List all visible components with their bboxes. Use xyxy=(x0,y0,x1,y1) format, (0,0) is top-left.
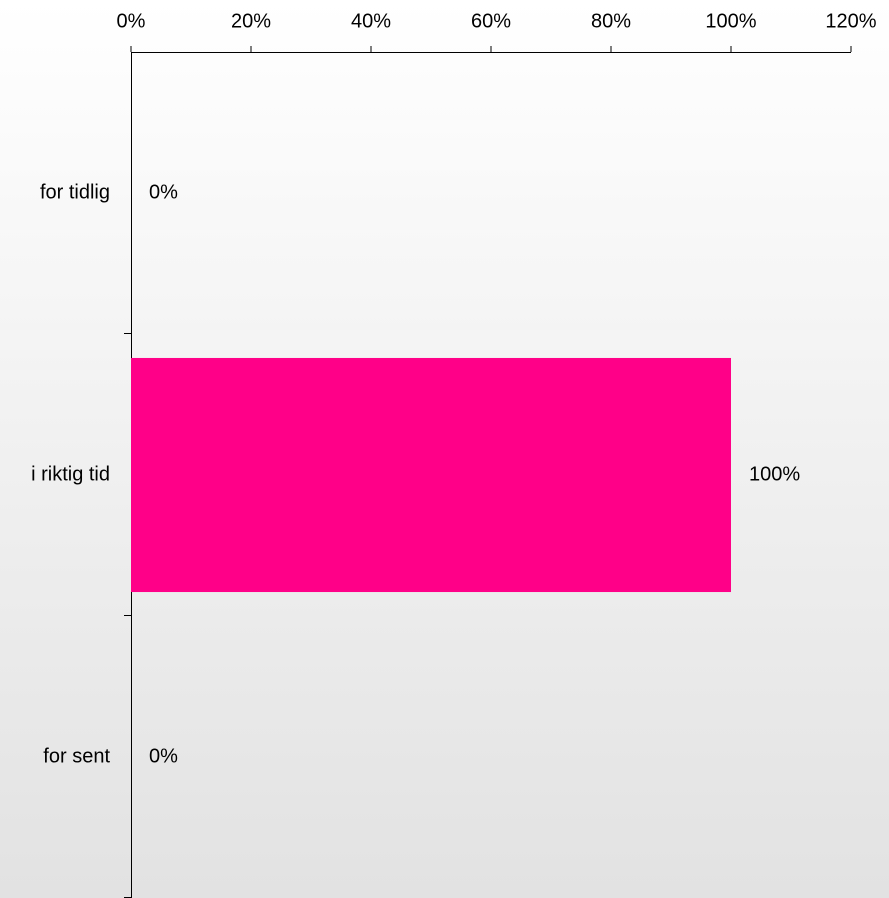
data-label: 0% xyxy=(149,745,178,767)
x-tick-label: 40% xyxy=(351,10,391,32)
x-tick-label: 120% xyxy=(825,10,876,32)
x-tick-label: 100% xyxy=(705,10,756,32)
bar xyxy=(131,357,731,593)
x-tick-label: 20% xyxy=(231,10,271,32)
x-tick-label: 60% xyxy=(471,10,511,32)
x-tick-label: 80% xyxy=(591,10,631,32)
y-tick-label: i riktig tid xyxy=(31,463,110,485)
y-tick-label: for tidlig xyxy=(40,181,110,203)
data-label: 0% xyxy=(149,181,178,203)
x-tick-label: 0% xyxy=(117,10,146,32)
data-label: 100% xyxy=(749,463,800,485)
y-tick-label: for sent xyxy=(43,745,110,767)
